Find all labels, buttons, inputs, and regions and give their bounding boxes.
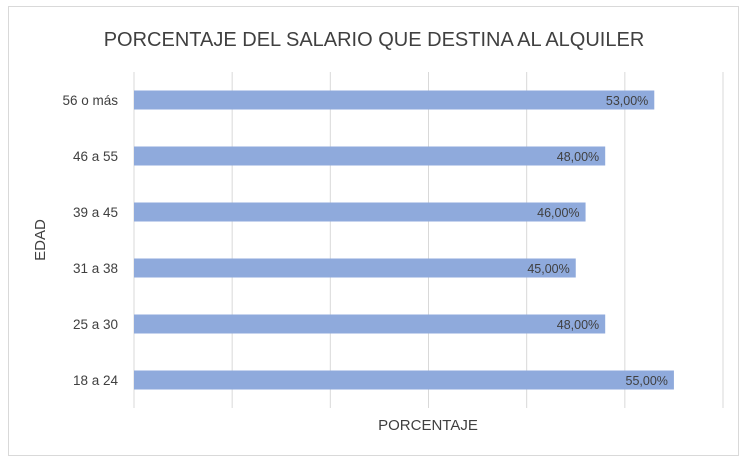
category-labels: 56 o más 46 a 55 39 a 45 31 a 38 25 a 30 18 a… <box>62 93 118 388</box>
category-label: 18 a 24 <box>73 373 119 388</box>
gridlines <box>133 72 724 408</box>
data-label: 46,00% <box>537 206 579 220</box>
bar <box>134 370 674 390</box>
x-axis-label: PORCENTAJE <box>378 417 478 434</box>
bar <box>134 90 655 110</box>
category-label: 25 a 30 <box>73 317 118 332</box>
bar <box>134 258 576 278</box>
data-labels: 53,00% 48,00% 46,00% 45,00% 48,00% 55,00% <box>527 94 668 388</box>
category-label: 46 a 55 <box>73 149 118 164</box>
bar <box>134 202 586 222</box>
data-label: 53,00% <box>606 94 648 108</box>
bar <box>134 146 606 166</box>
y-axis-label: EDAD <box>32 219 49 261</box>
data-label: 45,00% <box>527 262 569 276</box>
category-label: 56 o más <box>62 93 118 108</box>
category-label: 39 a 45 <box>73 205 118 220</box>
category-label: 31 a 38 <box>73 261 118 276</box>
bars <box>134 90 674 390</box>
data-label: 55,00% <box>626 374 668 388</box>
data-label: 48,00% <box>557 150 599 164</box>
chart-title: PORCENTAJE DEL SALARIO QUE DESTINA AL AL… <box>104 29 645 51</box>
data-label: 48,00% <box>557 318 599 332</box>
bar <box>134 314 606 334</box>
